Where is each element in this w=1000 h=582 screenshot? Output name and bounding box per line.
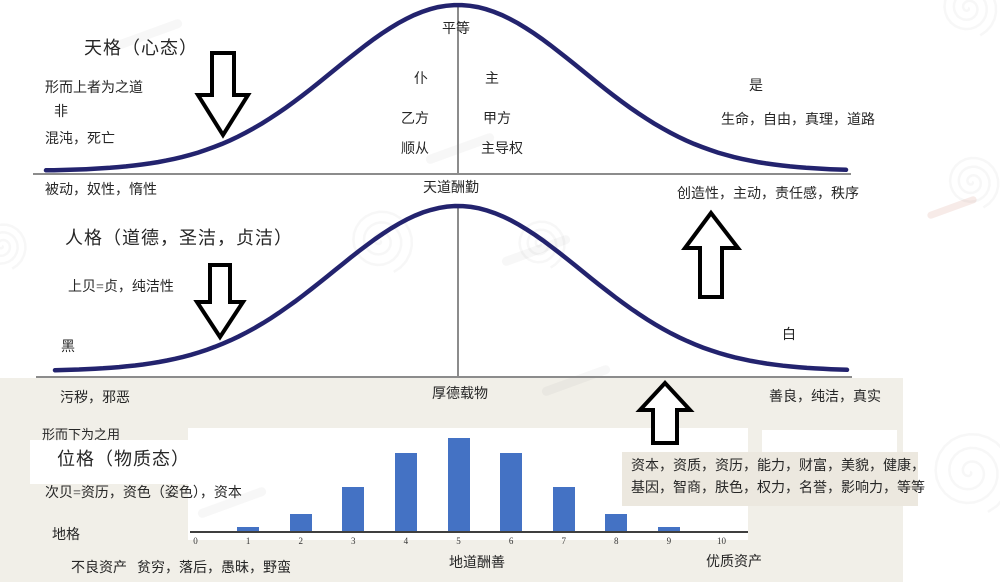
up-arrow-human bbox=[681, 209, 743, 299]
master-label: 主 bbox=[485, 72, 499, 87]
bar-4 bbox=[394, 453, 417, 531]
heaven-title: 天格（心态） bbox=[84, 38, 198, 58]
watermark-spiral-icon bbox=[352, 210, 414, 273]
title-background-patch bbox=[30, 440, 188, 484]
human-title: 人格（道德，圣洁，贞洁） bbox=[65, 228, 293, 248]
x-tick-label: 3 bbox=[351, 536, 356, 546]
heaven-philosophy-label: 形而上者为之道 bbox=[45, 81, 143, 96]
x-tick-label: 2 bbox=[298, 536, 303, 546]
assets-line2-label: 基因，智商，肤色，权力，名誉，影响力，等等 bbox=[631, 481, 925, 496]
bad-assets-label: 不良资产 bbox=[71, 561, 127, 576]
filth-label: 污秽，邪恶 bbox=[60, 391, 130, 406]
x-tick-label: 0 bbox=[193, 536, 198, 546]
heaven-no-label: 非 bbox=[54, 105, 68, 120]
creativity-label: 创造性，主动，责任感，秩序 bbox=[677, 187, 859, 202]
x-tick-label: 6 bbox=[508, 536, 514, 546]
material-philosophy-label: 形而下为之用 bbox=[42, 427, 121, 442]
x-tick-label: 9 bbox=[666, 536, 672, 546]
bar-5 bbox=[447, 438, 470, 531]
down-arrow-heaven bbox=[194, 51, 252, 139]
bar-7 bbox=[552, 487, 575, 531]
bar-6 bbox=[500, 453, 523, 531]
equality-label: 平等 bbox=[442, 22, 470, 37]
x-tick-label: 10 bbox=[717, 536, 726, 546]
bar-9 bbox=[657, 527, 680, 531]
watermark-spiral-icon bbox=[0, 223, 27, 270]
x-tick-label: 8 bbox=[614, 536, 619, 546]
human-axis-label: 厚德载物 bbox=[432, 387, 488, 402]
obedience-label: 顺从 bbox=[401, 142, 429, 157]
watermark-spiral-icon bbox=[943, 0, 998, 37]
material-title: 位格（物质态） bbox=[57, 449, 190, 469]
earth-grid-label: 地格 bbox=[52, 528, 80, 543]
baseline-top bbox=[33, 173, 851, 175]
asset-text-background bbox=[622, 452, 918, 506]
assets-line1-label: 资本，资质，资历，能力，财富，美貌，健康， bbox=[631, 459, 925, 474]
watermark-spiral-icon bbox=[934, 433, 1000, 514]
bar-3 bbox=[342, 487, 365, 531]
x-tick-label: 1 bbox=[245, 536, 251, 546]
black-label: 黑 bbox=[61, 340, 75, 355]
servant-label: 仆 bbox=[414, 72, 428, 87]
yes-label: 是 bbox=[749, 79, 763, 94]
bar-2 bbox=[289, 514, 312, 531]
bar-8 bbox=[605, 514, 628, 531]
down-arrow-human bbox=[193, 263, 247, 341]
quality-assets-label: 优质资产 bbox=[706, 555, 762, 570]
purity-label: 上贝=贞，纯洁性 bbox=[68, 280, 174, 295]
baseline-middle bbox=[36, 376, 852, 378]
goodness-label: 善良，纯洁，真实 bbox=[769, 390, 881, 405]
watermark-smudge bbox=[500, 233, 572, 268]
party-b-label: 乙方 bbox=[401, 112, 429, 127]
chart-x-axis bbox=[190, 531, 748, 533]
dominance-label: 主导权 bbox=[481, 142, 523, 157]
heaven-axis-label: 天道酬勤 bbox=[423, 181, 479, 196]
x-tick-label: 5 bbox=[456, 536, 461, 546]
heaven-passive-label: 被动，奴性，惰性 bbox=[45, 183, 157, 198]
x-tick-label: 7 bbox=[561, 536, 566, 546]
poverty-label: 贫穷，落后，愚昧，野蛮 bbox=[137, 561, 291, 576]
material-axis-label: 地道酬善 bbox=[449, 556, 505, 571]
watermark-smudge bbox=[926, 195, 978, 220]
x-tick-label: 4 bbox=[403, 536, 409, 546]
heaven-chaos-label: 混沌，死亡 bbox=[45, 132, 115, 147]
bar-1 bbox=[237, 527, 260, 531]
party-a-label: 甲方 bbox=[483, 112, 511, 127]
life-freedom-label: 生命，自由，真理，道路 bbox=[721, 113, 875, 128]
mean-line-middle bbox=[457, 208, 459, 377]
white-label: 白 bbox=[782, 328, 796, 343]
background-patch bbox=[762, 430, 897, 452]
assets-sub-label: 次贝=资历，资色（姿色），资本 bbox=[45, 486, 242, 501]
